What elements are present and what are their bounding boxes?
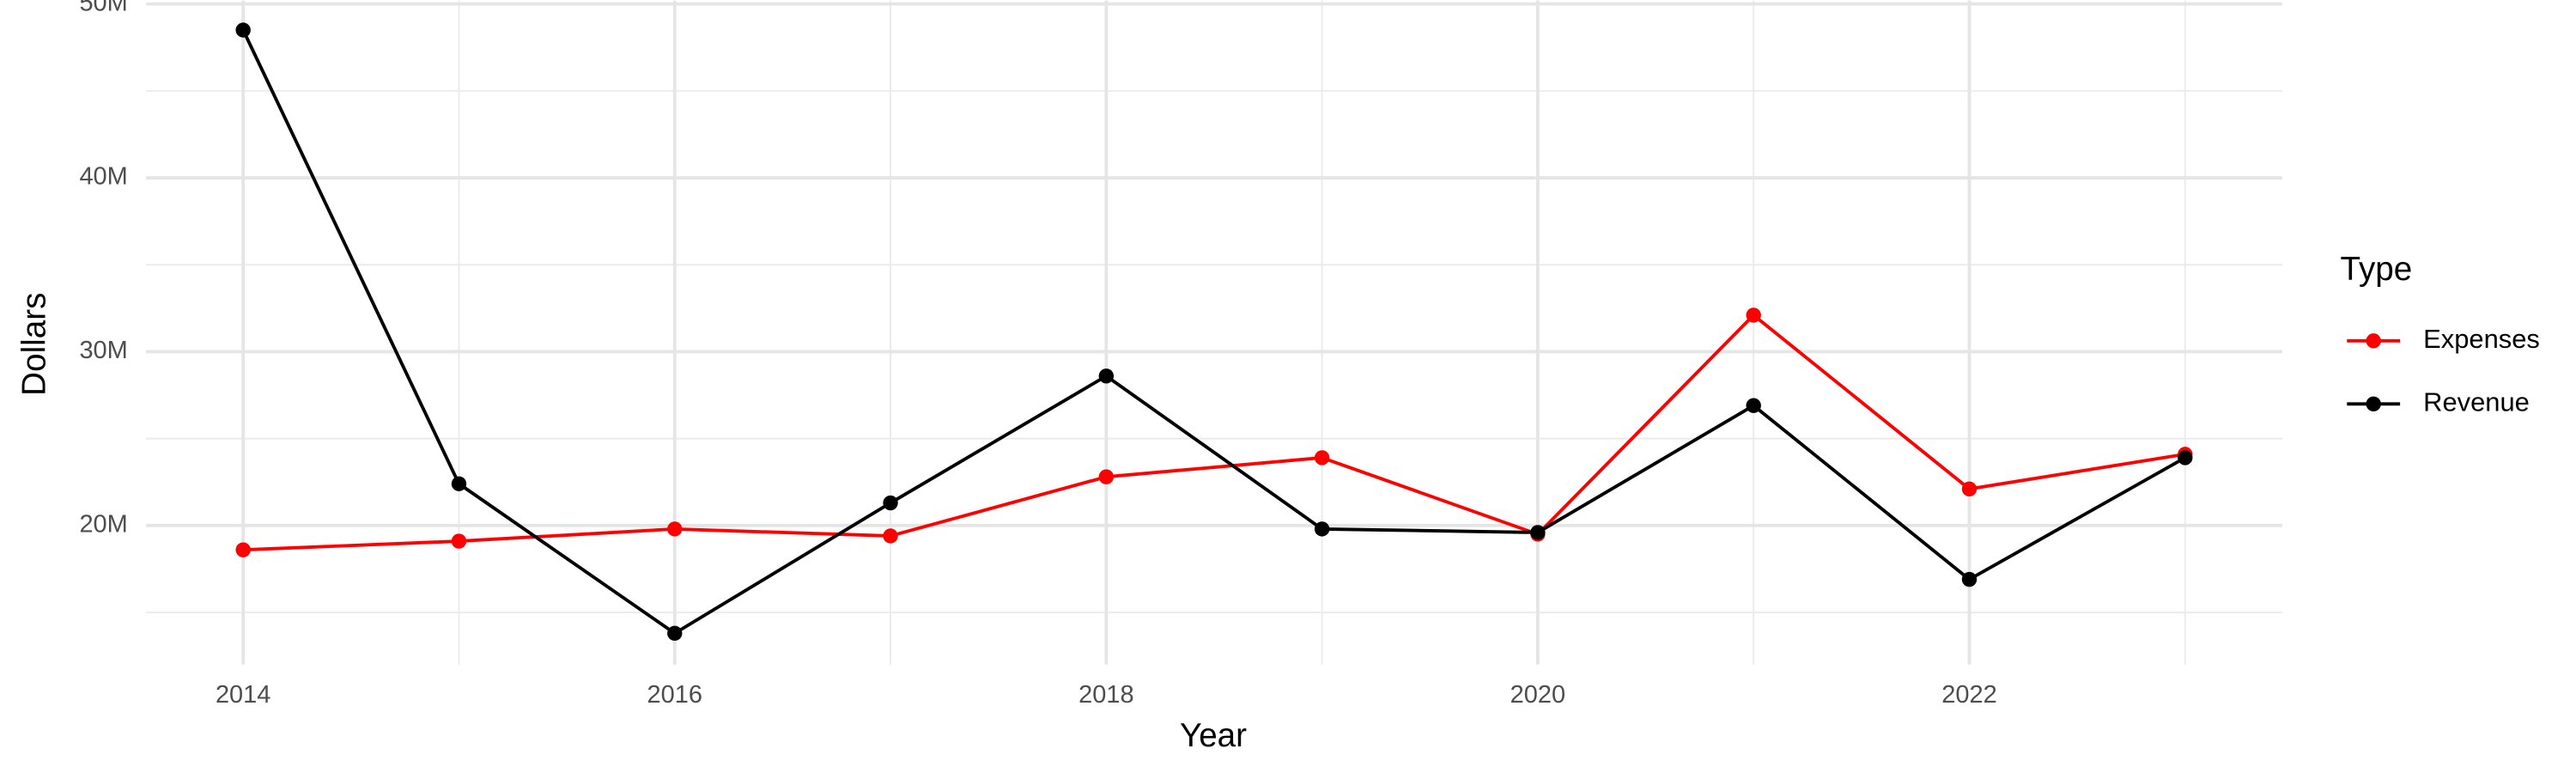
data-point — [1314, 521, 1330, 537]
y-tick-label: 50M — [79, 0, 127, 16]
y-tick-label: 30M — [79, 337, 127, 364]
x-tick-label: 2016 — [647, 681, 702, 709]
legend-label: Expenses — [2423, 324, 2540, 354]
data-point — [883, 495, 898, 511]
x-axis-title: Year — [1180, 717, 1247, 754]
data-point — [1746, 307, 1761, 323]
data-point — [1098, 469, 1115, 484]
series-line — [241, 29, 2186, 636]
legend-label: Revenue — [2423, 386, 2530, 417]
y-tick-label: 40M — [79, 163, 127, 191]
data-point — [451, 533, 467, 549]
data-point — [667, 521, 683, 537]
data-point — [1098, 368, 1115, 384]
y-axis-title: Dollars — [16, 293, 53, 396]
data-point — [451, 476, 467, 491]
data-point — [883, 528, 898, 544]
legend-key-point — [2366, 333, 2381, 349]
x-tick-label: 2014 — [216, 681, 270, 709]
legend-title: Type — [2341, 251, 2413, 288]
x-tick-label: 2018 — [1078, 681, 1133, 709]
data-point — [2178, 450, 2193, 466]
data-point — [235, 542, 251, 557]
data-point — [667, 625, 683, 642]
series-line — [243, 313, 2186, 552]
data-point — [1530, 525, 1546, 540]
x-tick-label: 2020 — [1510, 681, 1565, 709]
legend-key-point — [2366, 396, 2381, 411]
data-point — [1746, 398, 1761, 413]
data-point — [1961, 571, 1978, 587]
x-tick-label: 2022 — [1941, 681, 1996, 709]
data-point — [1961, 481, 1978, 497]
data-point — [1314, 450, 1330, 466]
y-tick-label: 20M — [79, 511, 127, 539]
data-point — [235, 22, 251, 38]
